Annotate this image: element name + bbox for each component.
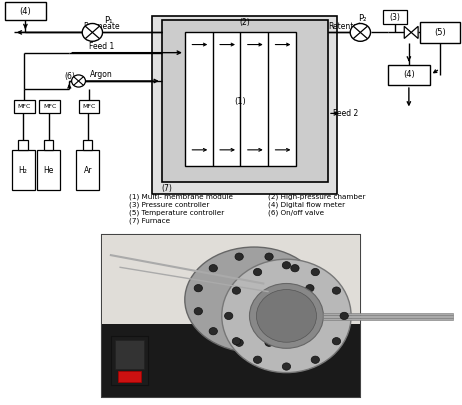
Circle shape xyxy=(311,269,320,276)
Circle shape xyxy=(235,253,243,260)
Bar xyxy=(39,100,60,113)
Text: He: He xyxy=(43,166,54,175)
Text: MFC: MFC xyxy=(82,104,96,109)
Bar xyxy=(420,22,460,43)
Circle shape xyxy=(82,23,103,41)
Circle shape xyxy=(225,312,233,320)
Circle shape xyxy=(72,75,85,87)
Bar xyxy=(5,2,46,20)
Ellipse shape xyxy=(256,290,316,342)
Text: Argon: Argon xyxy=(90,70,113,79)
Bar xyxy=(388,65,430,85)
Bar xyxy=(37,150,60,190)
Ellipse shape xyxy=(222,259,351,373)
Circle shape xyxy=(194,285,202,292)
Bar xyxy=(162,20,328,182)
Text: (6) On/off valve: (6) On/off valve xyxy=(268,209,324,216)
Circle shape xyxy=(311,356,320,363)
Bar xyxy=(152,16,337,194)
Text: (2): (2) xyxy=(239,18,250,27)
Text: (5) Temperature controller: (5) Temperature controller xyxy=(129,209,225,216)
Bar xyxy=(185,32,296,166)
Circle shape xyxy=(306,307,314,315)
Text: H₂: H₂ xyxy=(18,166,28,175)
Text: Feed 2: Feed 2 xyxy=(333,109,358,118)
Circle shape xyxy=(282,363,291,370)
Polygon shape xyxy=(404,26,411,38)
Bar xyxy=(76,150,99,190)
Circle shape xyxy=(209,328,218,335)
Circle shape xyxy=(232,287,241,294)
Text: (1): (1) xyxy=(234,97,246,106)
Text: (1) Multi- membrane module: (1) Multi- membrane module xyxy=(129,193,233,200)
Text: Retentate: Retentate xyxy=(328,22,366,31)
Circle shape xyxy=(265,253,273,260)
Bar xyxy=(44,140,53,150)
Circle shape xyxy=(332,338,340,345)
Bar xyxy=(102,235,360,324)
Text: Ar: Ar xyxy=(84,166,92,175)
Text: (6): (6) xyxy=(65,72,76,81)
Text: (4): (4) xyxy=(403,70,415,79)
Text: MFC: MFC xyxy=(18,104,31,109)
Circle shape xyxy=(291,264,299,272)
Circle shape xyxy=(253,356,261,363)
Circle shape xyxy=(232,338,241,345)
Polygon shape xyxy=(411,26,418,38)
Bar xyxy=(323,318,453,320)
Circle shape xyxy=(291,328,299,335)
Bar xyxy=(18,140,28,150)
Text: (7) Furnace: (7) Furnace xyxy=(129,217,170,224)
Bar xyxy=(383,10,407,24)
Bar xyxy=(323,313,453,315)
Ellipse shape xyxy=(185,247,323,352)
Bar xyxy=(83,140,92,150)
Bar xyxy=(12,150,35,190)
Bar xyxy=(102,324,360,397)
Circle shape xyxy=(350,23,371,41)
Bar xyxy=(79,100,99,113)
Circle shape xyxy=(253,269,261,276)
Ellipse shape xyxy=(249,284,323,348)
Circle shape xyxy=(332,287,340,294)
Circle shape xyxy=(340,312,348,320)
Circle shape xyxy=(194,307,202,315)
Bar xyxy=(323,315,453,318)
Circle shape xyxy=(235,339,243,346)
Bar xyxy=(115,340,144,369)
Text: (3): (3) xyxy=(389,13,401,22)
Bar xyxy=(14,100,35,113)
Text: (7): (7) xyxy=(162,184,173,193)
Text: (2) High-pressure chamber: (2) High-pressure chamber xyxy=(268,193,365,200)
Bar xyxy=(102,235,360,397)
Text: P₂: P₂ xyxy=(359,14,367,23)
Circle shape xyxy=(265,339,273,346)
Text: (5): (5) xyxy=(434,28,446,37)
Bar xyxy=(118,371,141,382)
Text: P₁: P₁ xyxy=(104,16,112,25)
Bar xyxy=(111,336,148,385)
Circle shape xyxy=(209,264,218,272)
Circle shape xyxy=(282,262,291,269)
Text: Feed 1: Feed 1 xyxy=(89,42,114,51)
Circle shape xyxy=(306,285,314,292)
Text: (4) Digital flow meter: (4) Digital flow meter xyxy=(268,201,345,208)
Text: (3) Pressure controller: (3) Pressure controller xyxy=(129,201,210,208)
Text: Permeate: Permeate xyxy=(83,22,120,31)
Text: MFC: MFC xyxy=(43,104,56,109)
Text: (4): (4) xyxy=(19,7,31,16)
